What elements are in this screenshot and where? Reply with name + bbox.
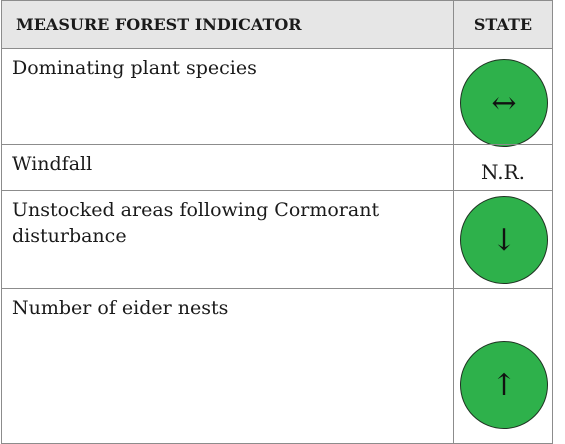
indicator-cell: Unstocked areas following Cormorant dist… bbox=[1, 190, 454, 289]
indicator-cell: Number of eider nests bbox=[1, 288, 454, 444]
state-cell: N.R. bbox=[453, 144, 553, 191]
state-circle: ↔ bbox=[460, 59, 548, 147]
indicator-cell: Dominating plant species bbox=[1, 48, 454, 145]
header-cell: STATE bbox=[453, 0, 553, 49]
state-cell: ↓ bbox=[453, 190, 553, 289]
state-cell: ↔ bbox=[453, 48, 553, 147]
indicator-cell: Windfall bbox=[1, 144, 454, 191]
header-cell: MEASURE FOREST INDICATOR bbox=[1, 0, 454, 49]
state-circle: ↓ bbox=[460, 196, 548, 284]
state-cell: ↑ bbox=[453, 288, 553, 444]
state-circle: ↑ bbox=[460, 341, 548, 429]
